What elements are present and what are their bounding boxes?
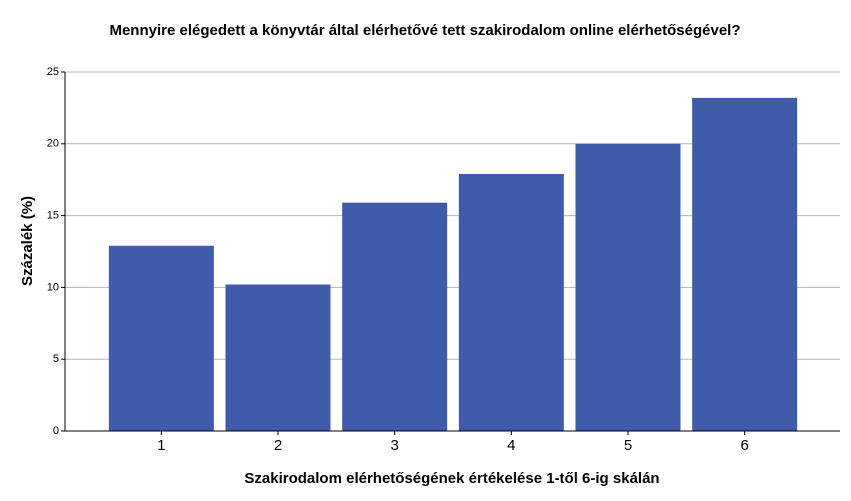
x-tick-label: 5: [624, 437, 632, 454]
x-tick-label: 4: [507, 437, 515, 454]
bar: [225, 284, 331, 431]
y-tick-label: 5: [53, 353, 59, 365]
y-axis-title: Százalék (%): [19, 196, 36, 286]
bar: [458, 173, 564, 431]
y-tick-label: 10: [47, 281, 59, 293]
bar: [692, 97, 798, 432]
bar: [342, 202, 448, 431]
x-tick-label: 1: [157, 437, 165, 454]
bar: [108, 245, 214, 431]
x-tick-label: 2: [274, 437, 282, 454]
bar: [575, 143, 681, 432]
y-tick-label: 20: [47, 138, 59, 150]
chart-title: Mennyire elégedett a könyvtár által elér…: [109, 22, 740, 39]
x-tick-label: 6: [740, 437, 748, 454]
x-tick-label: 3: [390, 437, 398, 454]
x-axis-title: Szakirodalom elérhetőségének értékelése …: [244, 470, 659, 487]
y-tick-label: 0: [53, 425, 59, 437]
y-tick-label: 25: [47, 66, 59, 78]
y-tick-label: 15: [47, 210, 59, 222]
